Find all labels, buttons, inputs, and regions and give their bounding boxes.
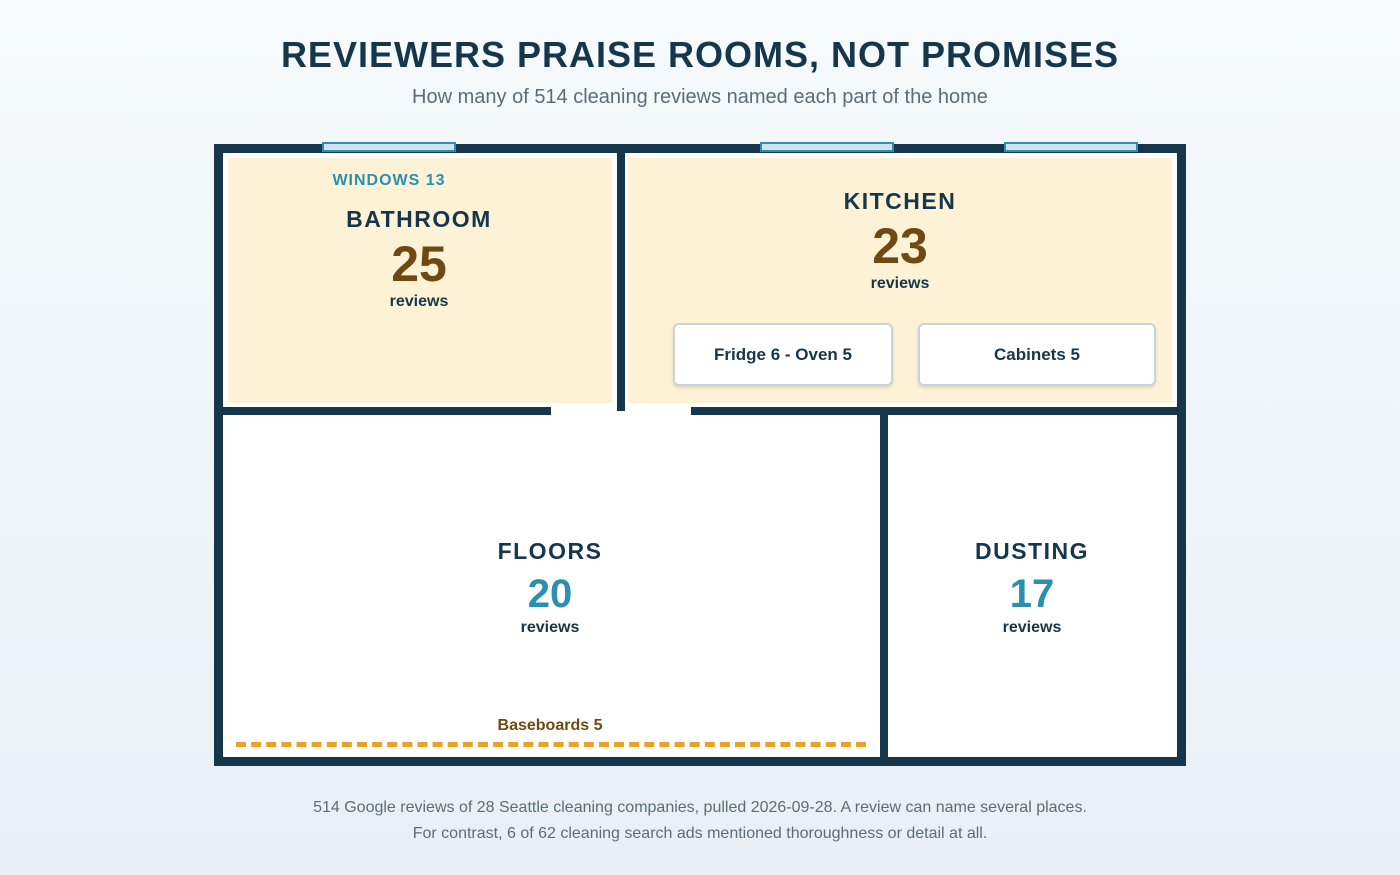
floor-plan: WINDOWS 13 BATHROOM 25 reviews KITCHEN 2…	[214, 142, 1186, 766]
baseboards-label: Baseboards 5	[497, 717, 603, 734]
baseboards-line	[236, 742, 866, 747]
room-unit-kitchen: reviews	[870, 275, 930, 292]
room-count-dusting: 17	[1009, 572, 1055, 616]
room-name-bathroom: BATHROOM	[346, 206, 492, 232]
bathroom-fill	[228, 158, 612, 403]
outer-wall-right	[1177, 144, 1186, 766]
kitchen-item-fridge-oven: Fridge 6 - Oven 5	[673, 323, 893, 386]
page-subtitle: How many of 514 cleaning reviews named e…	[412, 86, 988, 108]
window-kitchen-2	[1004, 142, 1138, 152]
room-count-bathroom: 25	[391, 236, 447, 292]
kitchen-item-cabinets: Cabinets 5	[918, 323, 1156, 386]
windows-label: WINDOWS 13	[332, 172, 446, 189]
window-kitchen-1	[760, 142, 894, 152]
footnote-source: 514 Google reviews of 28 Seattle cleanin…	[313, 799, 1087, 816]
room-floors: FLOORS 20 reviews	[450, 538, 650, 637]
window-bathroom	[322, 142, 456, 152]
room-dusting: DUSTING 17 reviews	[932, 538, 1132, 637]
wall-horizontal-left	[214, 407, 551, 415]
room-count-floors: 20	[527, 572, 573, 616]
footnote-contrast: For contrast, 6 of 62 cleaning search ad…	[412, 825, 988, 842]
outer-wall-bottom	[214, 757, 1186, 766]
room-unit-floors: reviews	[520, 619, 580, 636]
outer-wall-left	[214, 144, 223, 766]
room-unit-bathroom: reviews	[389, 293, 449, 310]
room-unit-dusting: reviews	[1002, 619, 1062, 636]
outer-wall-top	[214, 144, 1186, 153]
room-kitchen: KITCHEN 23 reviews	[800, 188, 1000, 293]
page-title: REVIEWERS PRAISE ROOMS, NOT PROMISES	[280, 34, 1120, 75]
room-name-floors: FLOORS	[497, 538, 603, 564]
wall-floors-dusting	[880, 407, 888, 766]
wall-bathroom-kitchen	[617, 144, 625, 411]
room-count-kitchen: 23	[872, 218, 928, 274]
wall-horizontal-right	[691, 407, 1186, 415]
room-name-kitchen: KITCHEN	[843, 188, 957, 214]
room-name-dusting: DUSTING	[975, 538, 1089, 564]
room-bathroom: BATHROOM 25 reviews	[319, 206, 519, 311]
